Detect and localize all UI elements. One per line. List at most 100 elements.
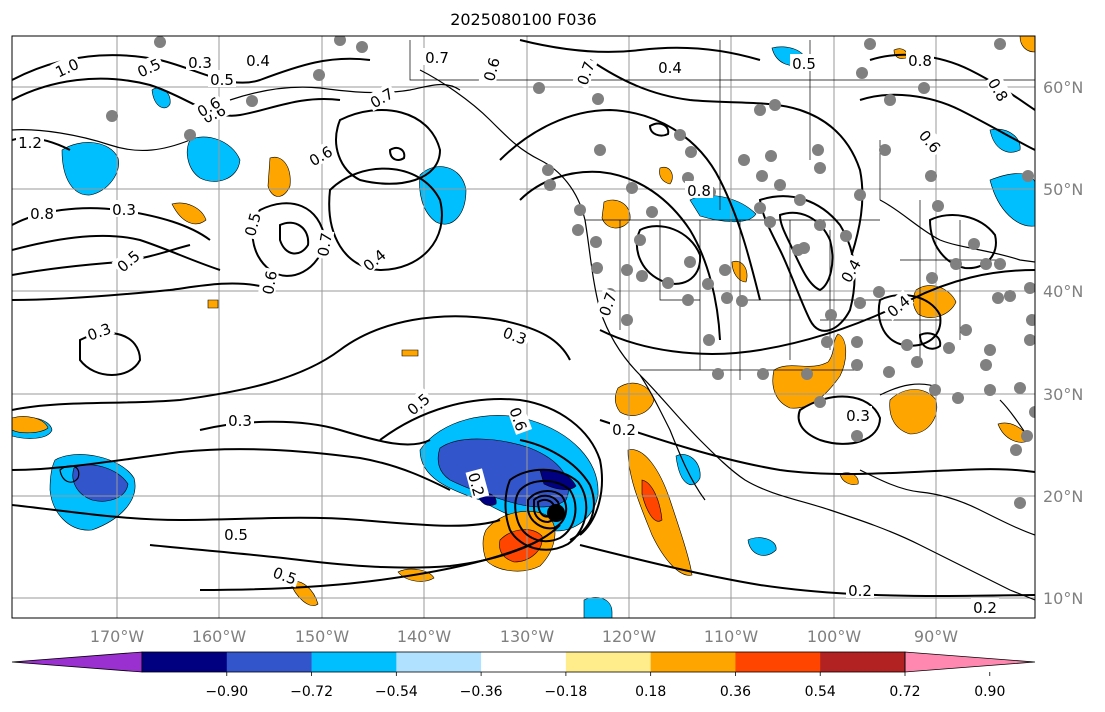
colorbar-segment [311, 652, 397, 672]
station-dot [925, 170, 937, 182]
colorbar-tick-label: 0.90 [974, 684, 1005, 700]
contour-label-bg [357, 243, 390, 275]
contour-label-bg [790, 54, 818, 71]
station-dot [544, 179, 556, 191]
station-dot [684, 256, 696, 268]
station-dot [769, 99, 781, 111]
colorbar-tick-label: 0.36 [720, 684, 751, 700]
contour-label-bg [401, 387, 434, 419]
shade-patch [12, 416, 49, 434]
station-dot [1022, 170, 1034, 182]
shade-patch [659, 166, 673, 185]
colorbar-segment [142, 652, 228, 672]
station-dot [851, 430, 863, 442]
contour-label: 0.8 [908, 52, 932, 70]
shade-patch [889, 389, 938, 435]
map-frame [11, 35, 1036, 619]
station-dot [1026, 314, 1035, 326]
colorbar-tick-label: 0.54 [805, 684, 836, 700]
contour-label-bg [111, 244, 144, 276]
contour-label-bg [191, 91, 225, 121]
station-dot [634, 234, 646, 246]
shade-patch [989, 173, 1035, 227]
contour-label-bg [465, 468, 490, 500]
contour-label-bg [844, 406, 872, 423]
contour-label-bg [222, 525, 250, 542]
station-dot [764, 216, 776, 228]
colorbar-tick-label: 0.18 [635, 684, 666, 700]
station-dot [851, 336, 863, 348]
station-dot [626, 182, 638, 194]
colorbar-segment [565, 652, 652, 672]
contour-label-bg [208, 70, 236, 87]
station-dot [682, 294, 694, 306]
colorbar-tick-label: −0.72 [290, 684, 333, 700]
station-dot [154, 36, 166, 48]
colorbar-tick-label: −0.36 [460, 684, 503, 700]
station-dot [703, 334, 715, 346]
shade-patch [419, 166, 467, 225]
station-dot [950, 258, 962, 270]
contour-label-bg [186, 53, 214, 70]
shade-patch [267, 156, 291, 197]
contour-label-bg [82, 317, 115, 344]
contour-label-bg [984, 72, 1014, 106]
contour-label-bg [226, 411, 254, 428]
station-dot [533, 82, 545, 94]
station-dot [1029, 406, 1035, 418]
station-dot [854, 297, 866, 309]
station-dot [334, 36, 346, 46]
station-dot [918, 82, 930, 94]
station-dot [756, 170, 768, 182]
latitude-label: 20°N [1043, 487, 1083, 506]
station-dot [821, 336, 833, 348]
station-dot [621, 264, 633, 276]
station-dot [757, 368, 769, 380]
station-dot [106, 110, 118, 122]
colorbar-segment [650, 652, 736, 672]
contour-label-bg [50, 53, 83, 81]
contour-label: 0.6 [259, 269, 281, 296]
shade-patch [187, 136, 241, 182]
contour-label-bg [312, 229, 335, 260]
longitude-label: 100°W [807, 627, 862, 646]
station-dot [712, 368, 724, 380]
contour-label: 0.4 [246, 52, 270, 70]
contour-label: 0.8 [687, 182, 711, 200]
shade-patch [437, 438, 569, 508]
station-dot [943, 342, 955, 354]
contour-label-bg [685, 181, 713, 198]
colorbar-tick-label: −0.54 [375, 684, 418, 700]
station-dot [736, 295, 748, 307]
contour-label: 0.2 [464, 471, 488, 499]
latitude-label: 10°N [1043, 589, 1083, 608]
station-dot [646, 206, 658, 218]
contour-label: 1.2 [18, 134, 42, 152]
contour-label-bg [915, 124, 947, 157]
contour-label: 0.3 [846, 407, 870, 425]
map-title: 2025080100 F036 [450, 10, 597, 29]
contour-labels: 1.0 0.5 0.3 0.4 0.7 0.6 0.7 0.4 0.50.70.50.81.20… [16, 48, 1014, 617]
colorbar-segment [396, 652, 482, 672]
station-dot [594, 144, 606, 156]
station-dot [856, 67, 868, 79]
contour-label-bg [257, 267, 280, 298]
contour-label: 0.6 [480, 56, 504, 84]
contour-label-bg [239, 208, 264, 240]
station-dot [984, 344, 996, 356]
station-dot [542, 164, 554, 176]
contour-label-bg [244, 51, 272, 68]
station-dot [1004, 290, 1016, 302]
station-dot [721, 292, 733, 304]
shade-patch [61, 142, 119, 196]
station-dot [994, 38, 1006, 50]
contour-label-bg [846, 581, 874, 598]
station-dot [754, 104, 766, 116]
contour-label-bg [610, 420, 638, 437]
colorbar-segment [735, 652, 821, 672]
station-dot [814, 162, 826, 174]
latitude-label: 50°N [1043, 180, 1083, 199]
station-dot [814, 219, 826, 231]
longitude-label: 160°W [192, 627, 247, 646]
